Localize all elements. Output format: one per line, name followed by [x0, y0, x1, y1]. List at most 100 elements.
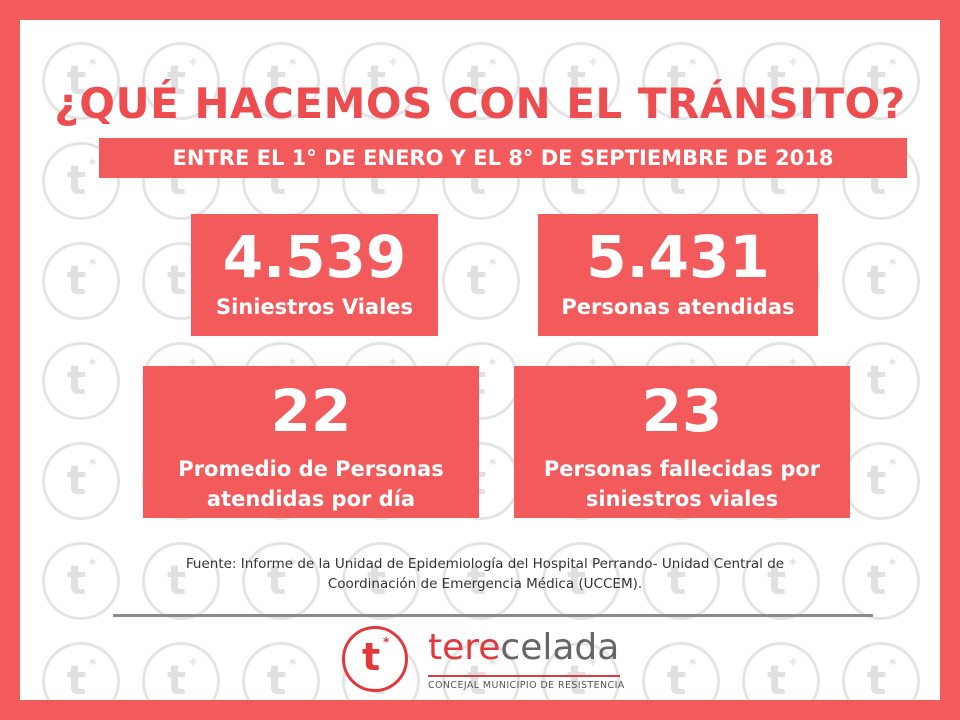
watermark-star: * [289, 657, 297, 673]
watermark-logo-icon: t* [342, 542, 420, 620]
watermark-star: * [189, 57, 197, 73]
watermark-logo-icon: t* [142, 642, 220, 700]
watermark-star: * [89, 57, 97, 73]
date-range-banner: ENTRE EL 1° DE ENERO Y EL 8° DE SEPTIEMB… [99, 138, 907, 178]
watermark-star: * [689, 57, 697, 73]
watermark-logo-icon: t* [242, 542, 320, 620]
watermark-letter: t [667, 658, 687, 700]
watermark-letter: t [867, 458, 887, 504]
stat-value: 5.431 [586, 223, 770, 291]
logo-star: * [383, 635, 390, 649]
watermark-star: * [889, 257, 897, 273]
watermark-star: * [889, 557, 897, 573]
watermark-star: * [389, 557, 397, 573]
watermark-logo-icon: t* [642, 642, 720, 700]
watermark-letter: t [667, 558, 687, 604]
watermark-logo-icon: t* [642, 542, 720, 620]
stat-label-line2: atendidas por día [206, 487, 416, 511]
watermark-letter: t [367, 58, 387, 104]
watermark-star: * [589, 357, 597, 373]
watermark-letter: t [567, 558, 587, 604]
stat-label: Siniestros Viales [215, 295, 414, 319]
watermark-star: * [289, 57, 297, 73]
logo-letter: t [362, 635, 381, 679]
stat-card-promedio: 22 Promedio de Personas atendidas por dí… [143, 366, 479, 518]
stat-label-line2: siniestros viales [585, 487, 779, 511]
watermark-star: * [789, 557, 797, 573]
watermark-letter: t [867, 58, 887, 104]
watermark-logo-icon: t* [442, 642, 520, 700]
watermark-logo-icon: t* [42, 442, 120, 520]
watermark-letter: t [167, 658, 187, 700]
watermark-star: * [589, 57, 597, 73]
watermark-star: * [489, 657, 497, 673]
watermark-logo-icon: t* [42, 542, 120, 620]
source-line1: Fuente: Informe de la Unidad de Epidemio… [185, 556, 785, 572]
stat-label: Personas atendidas [561, 295, 795, 319]
watermark-letter: t [67, 358, 87, 404]
watermark-logo-icon: t* [842, 542, 920, 620]
watermark-star: * [189, 657, 197, 673]
watermark-logo-icon: t* [442, 42, 520, 120]
watermark-logo-icon: t* [542, 642, 620, 700]
watermark-star: * [289, 357, 297, 373]
watermark-star: * [689, 657, 697, 673]
watermark-logo-icon: t* [342, 42, 420, 120]
watermark-logo-icon: t* [642, 42, 720, 120]
watermark-star: * [489, 57, 497, 73]
terecelada-logo-icon: t * [342, 626, 408, 692]
watermark-letter: t [267, 558, 287, 604]
watermark-letter: t [767, 558, 787, 604]
watermark-star: * [489, 257, 497, 273]
watermark-letter: t [67, 458, 87, 504]
brand-subtitle: CONCEJAL MUNICIPIO DE RESISTENCIA [428, 675, 624, 691]
watermark-letter: t [167, 58, 187, 104]
divider [113, 614, 873, 617]
watermark-logo-icon: t* [242, 42, 320, 120]
watermark-logo-icon: t* [42, 342, 120, 420]
watermark-letter: t [567, 58, 587, 104]
watermark-star: * [889, 357, 897, 373]
watermark-star: * [889, 457, 897, 473]
watermark-letter: t [767, 58, 787, 104]
watermark-star: * [89, 557, 97, 573]
watermark-star: * [489, 557, 497, 573]
watermark-letter: t [467, 558, 487, 604]
watermark-letter: t [67, 58, 87, 104]
watermark-star: * [789, 357, 797, 373]
watermark-letter: t [67, 158, 87, 204]
watermark-star: * [89, 257, 97, 273]
watermark-star: * [389, 57, 397, 73]
watermark-logo-icon: t* [842, 42, 920, 120]
stat-label-line1: Promedio de Personas [178, 457, 444, 481]
watermark-star: * [789, 57, 797, 73]
watermark-star: * [89, 357, 97, 373]
source-line2: Coordinación de Emergencia Médica (UCCEM… [327, 576, 643, 592]
watermark-logo-icon: t* [742, 642, 820, 700]
watermark-letter: t [367, 558, 387, 604]
watermark-logo-icon: t* [542, 542, 620, 620]
watermark-star: * [589, 557, 597, 573]
stat-card-personas-atendidas: 5.431 Personas atendidas [538, 214, 818, 336]
stat-card-siniestros: 4.539 Siniestros Viales [191, 214, 438, 336]
watermark-letter: t [667, 58, 687, 104]
watermark-star: * [389, 357, 397, 373]
watermark-letter: t [67, 558, 87, 604]
watermark-star: * [789, 657, 797, 673]
watermark-logo-icon: t* [742, 42, 820, 120]
watermark-letter: t [567, 658, 587, 700]
watermark-logo-icon: t* [842, 242, 920, 320]
watermark-logo-icon: t* [442, 542, 520, 620]
source-note: Fuente: Informe de la Unidad de Epidemio… [100, 554, 870, 594]
watermark-letter: t [867, 658, 887, 700]
watermark-logo-icon: t* [42, 42, 120, 120]
watermark-letter: t [267, 658, 287, 700]
watermark-letter: t [67, 658, 87, 700]
watermark-star: * [89, 157, 97, 173]
watermark-logo-icon: t* [842, 342, 920, 420]
watermark-star: * [489, 357, 497, 373]
stat-value: 23 [641, 377, 723, 445]
watermark-star: * [689, 557, 697, 573]
watermark-letter: t [167, 558, 187, 604]
